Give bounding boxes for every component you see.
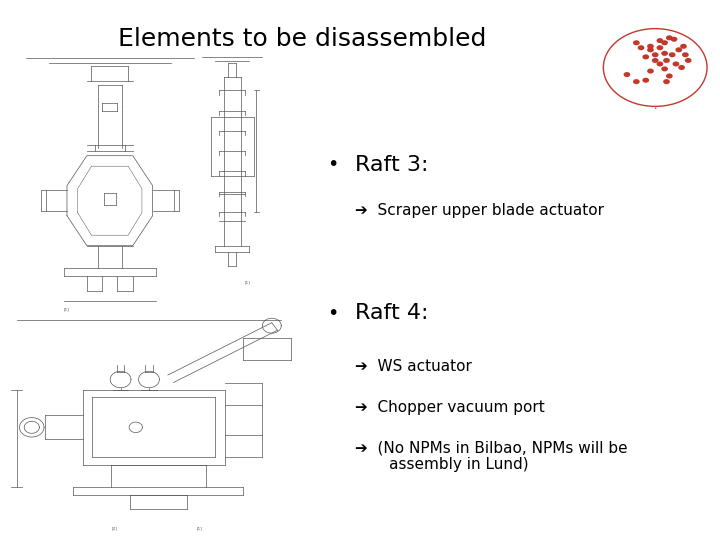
Circle shape (647, 44, 654, 49)
Circle shape (652, 52, 659, 57)
Circle shape (633, 40, 639, 45)
Circle shape (663, 79, 670, 84)
Circle shape (624, 72, 630, 77)
Circle shape (666, 35, 672, 40)
Circle shape (678, 65, 685, 70)
Circle shape (672, 62, 679, 66)
Circle shape (661, 66, 668, 71)
Circle shape (647, 48, 654, 52)
Circle shape (671, 37, 678, 42)
Text: Raft 4:: Raft 4: (355, 303, 428, 323)
Circle shape (685, 58, 691, 63)
Circle shape (661, 40, 668, 45)
Text: ➔  WS actuator: ➔ WS actuator (355, 359, 472, 374)
Circle shape (669, 52, 675, 57)
Circle shape (680, 44, 687, 49)
Text: Elements to be disassembled: Elements to be disassembled (118, 27, 487, 51)
Circle shape (652, 58, 659, 63)
Text: [1]: [1] (245, 280, 251, 285)
Circle shape (638, 45, 644, 50)
Circle shape (642, 78, 649, 83)
Text: [1]: [1] (196, 526, 202, 530)
Circle shape (647, 69, 654, 73)
Circle shape (663, 58, 670, 63)
Text: •: • (328, 303, 339, 323)
Text: ➔  Chopper vacuum port: ➔ Chopper vacuum port (355, 400, 545, 415)
Text: •: • (654, 106, 657, 111)
Text: ➔  (No NPMs in Bilbao, NPMs will be
       assembly in Lund): ➔ (No NPMs in Bilbao, NPMs will be assem… (355, 440, 628, 472)
Circle shape (661, 51, 668, 56)
Circle shape (675, 48, 682, 52)
Text: Raft 3:: Raft 3: (355, 154, 428, 175)
Circle shape (682, 52, 689, 57)
Text: •: • (328, 155, 339, 174)
Text: [1]: [1] (64, 307, 70, 311)
Text: ➔  Scraper upper blade actuator: ➔ Scraper upper blade actuator (355, 203, 604, 218)
Circle shape (657, 62, 663, 66)
Circle shape (642, 55, 649, 59)
Circle shape (666, 73, 672, 78)
Circle shape (633, 79, 639, 84)
Circle shape (657, 45, 663, 50)
Text: [2]: [2] (111, 526, 117, 530)
Circle shape (657, 38, 663, 43)
